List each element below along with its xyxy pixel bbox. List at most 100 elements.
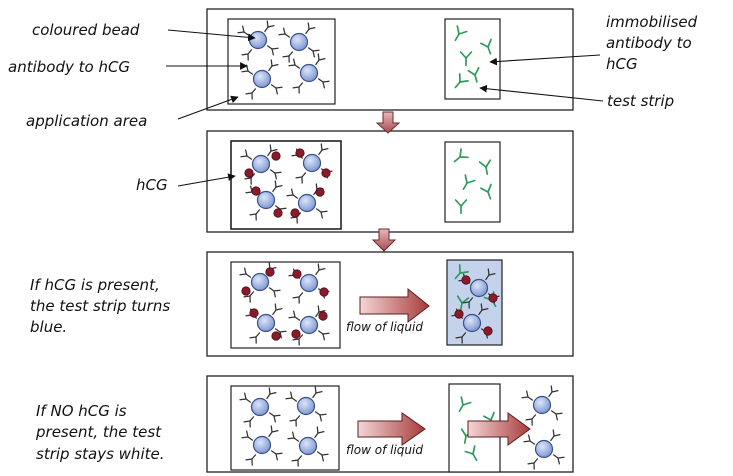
y-antibody-icon [453, 148, 469, 163]
pointer-test-strip [479, 84, 604, 102]
y-antibody-icon [317, 330, 330, 341]
bead-with-antibodies-icon [451, 303, 493, 344]
y-antibody-icon [240, 149, 253, 160]
y-antibody-icon [548, 385, 559, 398]
hcg-molecule-icon [271, 331, 281, 341]
y-antibody-icon [249, 209, 261, 221]
y-antibody-icon [478, 303, 489, 316]
y-antibody-icon [249, 332, 261, 344]
y-antibody-icon [272, 180, 283, 193]
pointer-lines [166, 29, 604, 187]
bead-with-antibodies-icon [239, 387, 281, 428]
hcg-molecule-icon [454, 309, 464, 319]
label-flow-of-liquid: flow of liquid [346, 320, 423, 334]
y-antibody-icon [268, 287, 281, 298]
label-immobilised-2: antibody to [606, 34, 692, 52]
y-antibody-icon [462, 297, 474, 309]
y-antibody-icon [274, 328, 287, 339]
y-antibody-icon [315, 305, 326, 318]
hcg-molecule-icon [292, 269, 302, 279]
bead-with-antibodies-icon [288, 53, 330, 94]
y-antibody-icon [550, 429, 561, 442]
y-antibody-icon [305, 22, 316, 35]
y-antibody-icon [287, 431, 300, 442]
y-antibody-icon [245, 88, 257, 100]
hcg-molecule-icon [265, 267, 275, 277]
y-antibody-icon [480, 38, 492, 55]
application-area-box [227, 18, 336, 105]
y-antibody-icon [243, 416, 255, 428]
y-antibody-icon [318, 143, 329, 156]
y-antibody-icon [241, 49, 253, 61]
y-antibody-icon [292, 292, 304, 304]
y-antibody-icon [314, 411, 327, 422]
y-antibody-icon [455, 332, 467, 344]
y-antibody-icon [454, 199, 468, 215]
hcg-molecule-icon [251, 186, 261, 196]
panel-2 [206, 130, 574, 233]
bead-with-antibodies-icon [245, 180, 287, 221]
y-antibody-icon [268, 425, 279, 438]
bead-with-antibodies-icon [458, 268, 500, 309]
y-antibody-icon [288, 58, 301, 69]
y-antibody-icon [244, 173, 256, 185]
hcg-molecule-icon [321, 168, 331, 178]
bead-with-antibodies-icon [240, 144, 282, 185]
label-hcg: hCG [136, 176, 168, 194]
pointer-coloured-bead [167, 29, 256, 42]
y-antibody-icon [480, 183, 492, 200]
hcg-molecule-icon [295, 148, 305, 158]
y-antibody-icon [523, 434, 536, 445]
flow-arrow-icon [357, 412, 426, 446]
y-antibody-icon [282, 51, 294, 63]
y-antibody-icon [458, 396, 472, 413]
bead-with-antibodies-icon [278, 22, 320, 63]
hcg-molecule-icon [244, 168, 254, 178]
y-antibody-icon [267, 144, 278, 157]
caption-absent-3: strip stays white. [36, 445, 165, 463]
y-antibody-icon [291, 455, 303, 467]
y-antibody-icon [454, 25, 468, 42]
caption-present-3: blue. [30, 318, 67, 336]
y-antibody-icon [525, 414, 537, 426]
test-strip-box [444, 18, 501, 100]
y-antibody-icon [317, 78, 330, 89]
y-antibody-icon [459, 51, 473, 67]
label-application-area: application area [26, 112, 147, 130]
bead-with-antibodies-icon [288, 263, 330, 304]
y-antibody-icon [285, 391, 298, 402]
bead-with-antibodies-icon [245, 303, 287, 344]
y-antibody-icon [272, 303, 283, 316]
bead-with-antibodies-icon [521, 385, 563, 426]
hcg-molecule-icon [319, 287, 329, 297]
caption-present-1: If hCG is present, [30, 276, 160, 294]
y-antibody-icon [464, 445, 478, 462]
hcg-molecule-icon [273, 208, 283, 218]
down-arrow-icon [371, 228, 397, 252]
y-antibody-icon [295, 172, 307, 184]
y-antibody-icon [307, 47, 320, 58]
panel-4-frame [206, 375, 574, 473]
panel-1-frame [206, 8, 574, 111]
bead-with-antibodies-icon [287, 426, 329, 467]
label-test-strip: test strip [607, 92, 674, 110]
y-antibody-icon [552, 454, 565, 465]
hcg-molecule-icon [315, 187, 325, 197]
y-antibody-icon [288, 310, 301, 321]
y-antibody-icon [312, 386, 323, 399]
bead-with-antibodies-icon [239, 262, 281, 303]
y-antibody-icon [264, 20, 275, 33]
y-antibody-icon [462, 174, 476, 191]
y-antibody-icon [269, 169, 282, 180]
y-antibody-icon [266, 45, 279, 56]
label-immobilised-3: hCG [606, 55, 638, 73]
y-antibody-icon [454, 73, 469, 89]
y-antibody-icon [239, 392, 252, 403]
y-antibody-icon [527, 458, 539, 470]
bead-with-antibodies-icon [285, 386, 327, 427]
y-antibody-icon [268, 59, 279, 72]
y-antibody-icon [314, 426, 325, 439]
application-area-box [230, 140, 342, 230]
hcg-molecule-icon [318, 311, 328, 321]
bead-with-antibodies-icon [291, 143, 333, 184]
